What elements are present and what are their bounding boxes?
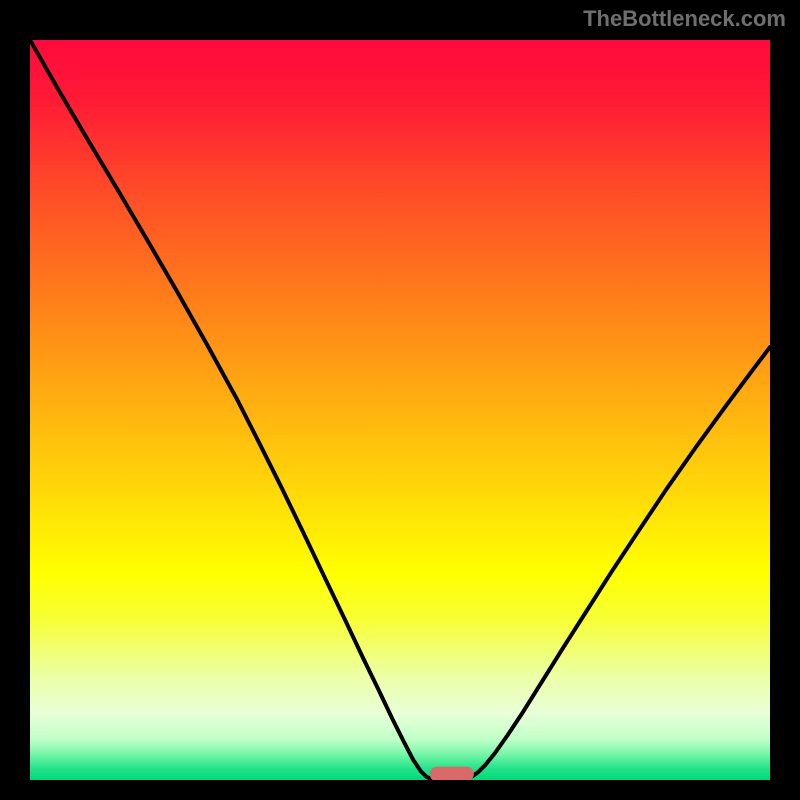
optimal-point-marker [430,767,474,780]
curve-path [30,40,770,780]
watermark-text: TheBottleneck.com [583,6,786,32]
bottleneck-curve [30,40,770,780]
plot-area [30,40,770,780]
